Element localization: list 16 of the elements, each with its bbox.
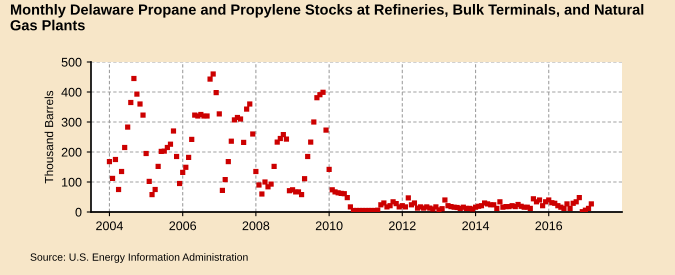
y-axis-title: Thousand Barrels	[44, 90, 54, 184]
x-tick-label: 2012	[389, 221, 416, 230]
x-tick-label: 2006	[169, 221, 196, 230]
source-note: Source: U.S. Energy Information Administration	[30, 253, 248, 263]
x-tick-label: 2004	[96, 221, 123, 230]
y-tick-label: 500	[62, 58, 82, 67]
x-tick-label: 2008	[242, 221, 270, 230]
x-tick-label: 2010	[316, 221, 343, 230]
y-tick-label: 100	[62, 178, 82, 187]
x-tick-label: 2016	[535, 221, 562, 230]
y-tick-label: 300	[62, 118, 82, 127]
y-tick-label: 0	[76, 208, 82, 217]
chart-title: Monthly Delaware Propane and Propylene Stocks at Refineries, Bulk Terminals, and Natural Gas Plants	[10, 4, 644, 30]
y-tick-label: 200	[62, 148, 82, 157]
x-tick-label: 2014	[462, 221, 490, 230]
y-tick-label: 400	[61, 88, 82, 97]
